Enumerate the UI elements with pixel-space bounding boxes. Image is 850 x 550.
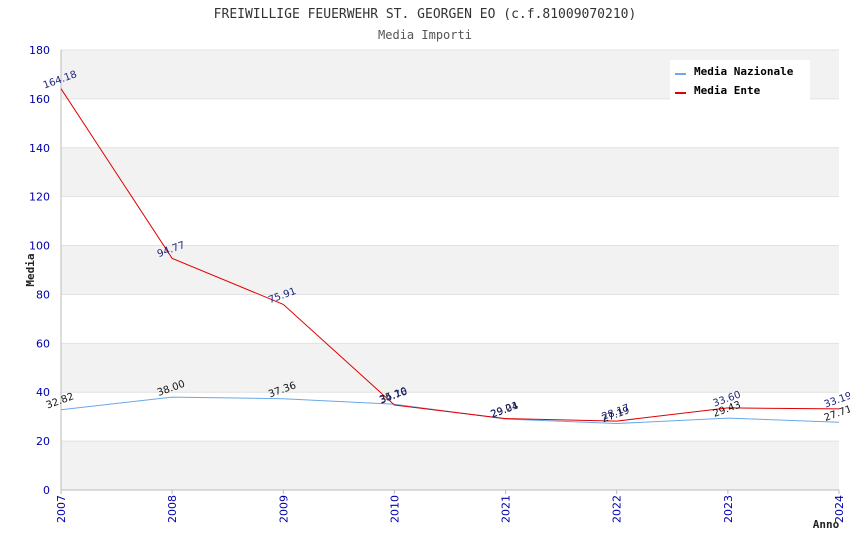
y-tick-label: 20 — [36, 435, 50, 448]
y-tick-label: 60 — [36, 337, 50, 350]
x-tick-label: 2010 — [388, 495, 401, 523]
legend-box — [670, 60, 810, 102]
y-tick-label: 80 — [36, 288, 50, 301]
y-tick-label: 140 — [29, 142, 50, 155]
chart-subtitle: Media Importi — [378, 28, 472, 42]
x-tick-label: 2008 — [166, 495, 179, 523]
grid-band — [61, 245, 839, 295]
x-tick-label: 2007 — [55, 495, 68, 523]
grid-band — [61, 343, 839, 393]
grid-band — [61, 147, 839, 197]
y-axis-ticks: 0 20 40 60 80 100 120 140 160 180 — [29, 44, 50, 497]
x-tick-label: 2022 — [611, 495, 624, 523]
series-line-media-ente — [60, 88, 840, 422]
legend: Media Nazionale Media Ente — [670, 60, 810, 102]
chart-title: FREIWILLIGE FEUERWEHR ST. GEORGEN EO (c.… — [214, 7, 637, 22]
x-tick-label: 2024 — [833, 495, 846, 523]
y-tick-label: 40 — [36, 386, 50, 399]
y-axis-label: Media — [24, 253, 37, 286]
y-tick-label: 160 — [29, 93, 50, 106]
data-label-ente: 29.21 — [489, 400, 520, 420]
grid-band — [61, 441, 839, 490]
y-tick-label: 120 — [29, 191, 50, 204]
axes — [60, 50, 839, 491]
legend-label-nazionale: Media Nazionale — [694, 65, 794, 78]
x-tick-label: 2023 — [722, 495, 735, 523]
series-lines — [60, 88, 840, 425]
x-axis-ticks: 2007 2008 2009 2010 2021 2022 2023 2024 — [55, 490, 846, 523]
legend-label-ente: Media Ente — [694, 84, 761, 97]
x-tick-label: 2021 — [500, 495, 513, 523]
grid-bands — [61, 50, 839, 490]
y-tick-label: 0 — [43, 484, 50, 497]
grid-lines — [61, 49, 839, 491]
x-tick-label: 2009 — [277, 495, 290, 523]
y-tick-label: 180 — [29, 44, 50, 57]
y-tick-label: 100 — [29, 240, 50, 253]
x-axis-label: Anno — [813, 518, 840, 531]
